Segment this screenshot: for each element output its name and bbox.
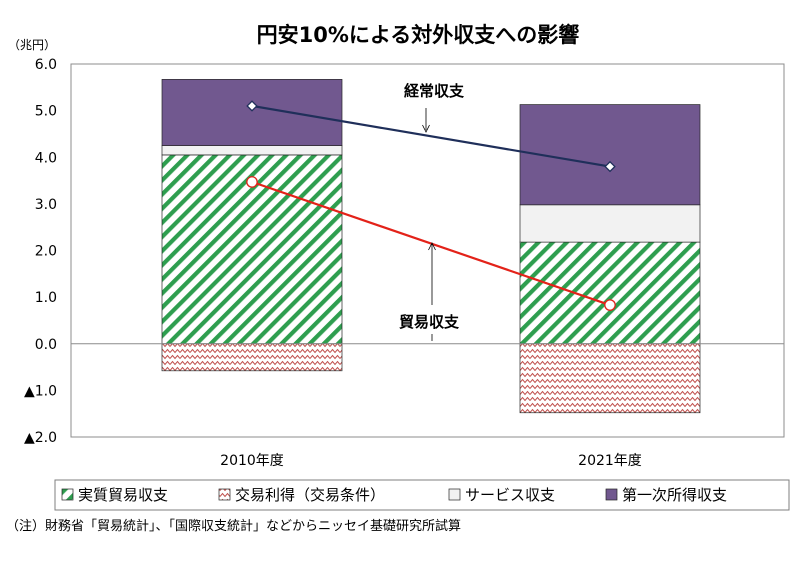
point-current-account (604, 160, 616, 173)
legend-item: サービス収支 (448, 486, 555, 504)
legend-item: 第一次所得収支 (605, 486, 727, 504)
y-axis-unit-label: （兆円） (8, 38, 56, 52)
y-tick-label: ▲1.0 (24, 383, 57, 399)
line-current-account (251, 104, 611, 168)
point-trade-balance (604, 299, 616, 311)
line-trade-balance (251, 180, 611, 307)
y-tick-label: ▲2.0 (24, 430, 57, 446)
source-note: （注）財務省「貿易統計」、「国際収支統計」などからニッセイ基礎研究所試算 (6, 518, 461, 534)
y-tick-label: 3.0 (35, 197, 57, 213)
y-tick-label: 4.0 (35, 150, 57, 166)
annotation-current-account: 経常収支 (404, 82, 465, 100)
bar-segment-primary-income (519, 104, 701, 206)
legend-swatch (61, 488, 74, 501)
legend-swatch (218, 488, 231, 501)
y-tick-label: 5.0 (35, 104, 57, 120)
legend: 実質貿易収支 交易利得（交易条件） サービス収支 第一次所得収支 (61, 486, 727, 504)
legend-item: 実質貿易収支 (61, 486, 168, 504)
x-axis-ticks: 2010年度 2021年度 (220, 453, 642, 469)
annotation-current-account-arrow (422, 108, 430, 133)
bar-segment-terms-of-trade (161, 343, 343, 372)
annotation-trade-balance-arrow (428, 242, 436, 341)
y-tick-label: 1.0 (35, 290, 57, 306)
y-tick-label: 0.0 (35, 337, 57, 353)
stacked-bars (161, 79, 701, 414)
x-tick-label: 2010年度 (220, 453, 284, 469)
bar-segment-real-trade (519, 241, 701, 345)
x-tick-label: 2021年度 (578, 453, 642, 469)
legend-label: 交易利得（交易条件） (235, 486, 385, 504)
y-tick-label: 2.0 (35, 244, 57, 260)
bar-segment-services (161, 145, 343, 156)
chart-title: 円安10%による対外収支への影響 (257, 23, 580, 47)
annotation-trade-balance: 貿易収支 (399, 313, 460, 331)
legend-item: 交易利得（交易条件） (218, 486, 385, 504)
point-current-account (246, 100, 258, 112)
series-lines (246, 100, 616, 311)
bar-segment-services (519, 204, 701, 243)
point-trade-balance (246, 176, 258, 188)
legend-swatch (448, 488, 461, 501)
legend-swatch (605, 488, 618, 501)
y-axis-ticks: 6.0 5.0 4.0 3.0 2.0 1.0 0.0 ▲1.0 ▲2.0 (24, 57, 57, 446)
legend-label: 第一次所得収支 (622, 486, 727, 504)
legend-label: サービス収支 (465, 486, 555, 504)
bar-segment-primary-income (161, 79, 343, 146)
legend-label: 実質貿易収支 (78, 486, 168, 504)
bar-segment-terms-of-trade (519, 343, 701, 414)
legend-frame (54, 479, 790, 511)
plot-area-frame (70, 63, 785, 438)
y-tick-label: 6.0 (35, 57, 57, 73)
